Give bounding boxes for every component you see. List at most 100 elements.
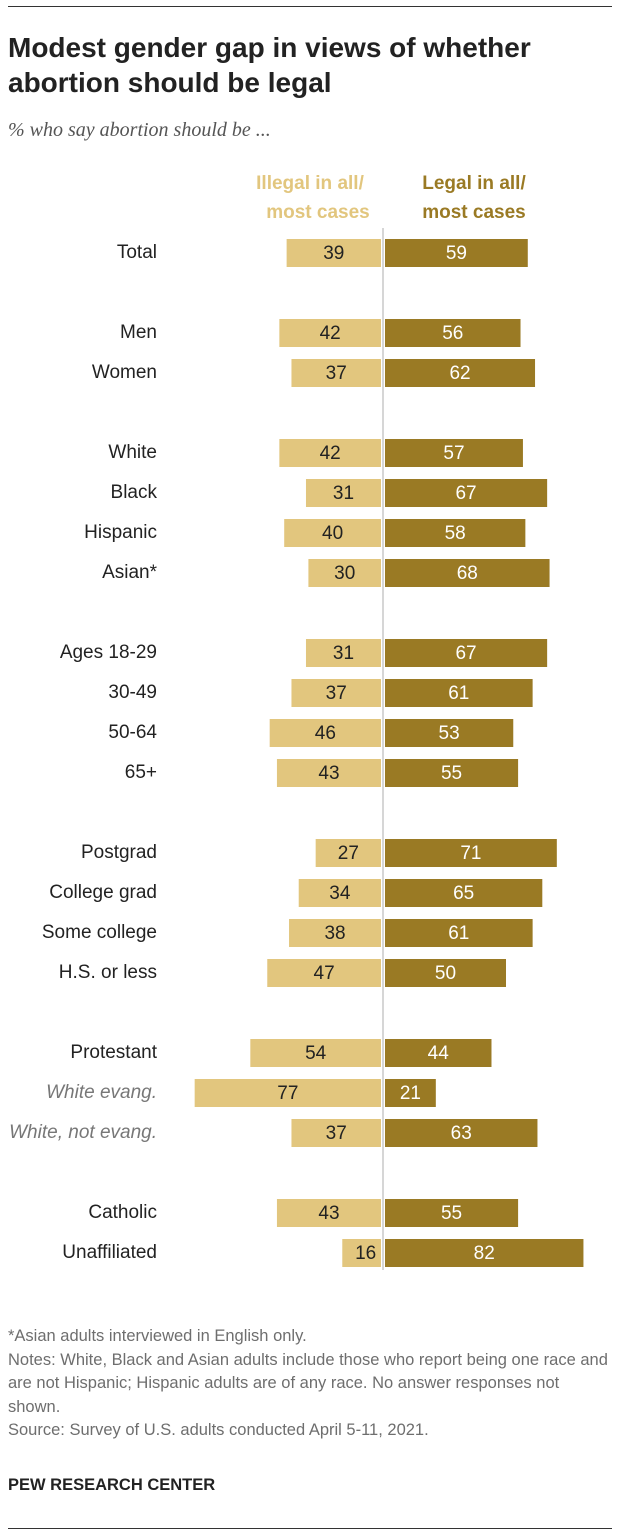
row-label-30-49: 30-49 — [108, 682, 157, 703]
bar-illegal-white-evang — [194, 1079, 381, 1107]
value-illegal-catholic: 43 — [318, 1203, 339, 1224]
bar-legal-total — [385, 239, 528, 267]
value-illegal-women: 37 — [326, 363, 347, 384]
row-label-65: 65+ — [125, 762, 157, 783]
value-illegal-30-49: 37 — [326, 683, 347, 704]
legend-legal-line2: most cases — [422, 202, 526, 223]
value-illegal-black: 31 — [333, 483, 354, 504]
value-legal-unaffiliated: 82 — [474, 1243, 495, 1264]
value-illegal-men: 42 — [320, 323, 341, 344]
bar-legal-h-s-or-less — [385, 959, 506, 987]
value-illegal-white-evang: 77 — [277, 1083, 298, 1104]
bar-legal-asian — [385, 559, 550, 587]
value-legal-hispanic: 58 — [445, 523, 466, 544]
value-illegal-unaffiliated: 16 — [355, 1243, 376, 1264]
bar-legal-protestant — [385, 1039, 492, 1067]
bar-illegal-white-not-evang — [291, 1119, 381, 1147]
row-label-white: White — [108, 442, 157, 463]
bar-illegal-h-s-or-less — [267, 959, 381, 987]
bar-legal-ages-18-29 — [385, 639, 548, 667]
row-label-postgrad: Postgrad — [81, 842, 157, 863]
diverging-bar-chart: Illegal in all/ most cases Legal in all/… — [9, 173, 584, 1270]
row-label-catholic: Catholic — [88, 1202, 157, 1223]
bar-illegal-30-49 — [291, 679, 381, 707]
value-legal-white-evang: 21 — [400, 1083, 421, 1104]
bar-illegal-asian — [308, 559, 381, 587]
bar-illegal-black — [305, 479, 381, 507]
bar-illegal-total — [286, 239, 381, 267]
bar-legal-white-evang — [385, 1079, 436, 1107]
value-legal-women: 62 — [449, 363, 470, 384]
bar-illegal-college-grad — [298, 879, 381, 907]
bar-legal-30-49 — [385, 679, 533, 707]
legend-illegal-line2: most cases — [266, 202, 370, 223]
value-legal-ages-18-29: 67 — [455, 643, 476, 664]
value-legal-catholic: 55 — [441, 1203, 462, 1224]
row-label-total: Total — [117, 242, 157, 263]
value-legal-asian: 68 — [457, 563, 478, 584]
bar-illegal-65 — [276, 759, 381, 787]
chart-subtitle: % who say abortion should be ... — [8, 119, 271, 141]
value-legal-total: 59 — [446, 243, 467, 264]
row-label-men: Men — [120, 322, 157, 343]
bar-illegal-postgrad — [315, 839, 381, 867]
bar-illegal-ages-18-29 — [305, 639, 381, 667]
value-legal-white-not-evang: 63 — [451, 1123, 472, 1144]
bar-legal-65 — [385, 759, 519, 787]
row-label-some-college: Some college — [42, 922, 157, 943]
row-label-unaffiliated: Unaffiliated — [62, 1242, 157, 1263]
bar-legal-hispanic — [385, 519, 526, 547]
value-legal-men: 56 — [442, 323, 463, 344]
row-label-black: Black — [111, 482, 158, 503]
bar-illegal-catholic — [276, 1199, 381, 1227]
row-label-college-grad: College grad — [49, 882, 157, 903]
footnote: *Asian adults interviewed in English onl… — [8, 1327, 307, 1345]
bar-illegal-women — [291, 359, 381, 387]
bar-illegal-protestant — [250, 1039, 381, 1067]
chart-title: Modest gender gap in views of whether ab… — [8, 32, 531, 98]
value-illegal-50-64: 46 — [315, 723, 336, 744]
value-legal-black: 67 — [455, 483, 476, 504]
notes-block: *Asian adults interviewed in English onl… — [8, 1325, 614, 1443]
row-label-hispanic: Hispanic — [84, 522, 157, 543]
legend-illegal-line1: Illegal in all/ — [256, 173, 364, 194]
row-label-white-not-evang: White, not evang. — [9, 1122, 157, 1143]
value-legal-white: 57 — [443, 443, 464, 464]
value-legal-h-s-or-less: 50 — [435, 963, 456, 984]
value-illegal-some-college: 38 — [324, 923, 345, 944]
value-illegal-postgrad: 27 — [338, 843, 359, 864]
bar-illegal-white — [279, 439, 381, 467]
value-legal-50-64: 53 — [439, 723, 460, 744]
value-illegal-white: 42 — [320, 443, 341, 464]
bar-legal-some-college — [385, 919, 533, 947]
row-label-white-evang: White evang. — [46, 1082, 157, 1103]
bar-illegal-some-college — [289, 919, 381, 947]
value-legal-protestant: 44 — [428, 1043, 450, 1064]
bar-illegal-men — [279, 319, 381, 347]
value-illegal-protestant: 54 — [305, 1043, 327, 1064]
value-illegal-asian: 30 — [334, 563, 355, 584]
value-illegal-ages-18-29: 31 — [333, 643, 354, 664]
value-legal-college-grad: 65 — [453, 883, 474, 904]
bar-legal-catholic — [385, 1199, 519, 1227]
value-legal-65: 55 — [441, 763, 462, 784]
bar-illegal-unaffiliated — [342, 1239, 381, 1267]
chart-rows: Total 39 59 Men 42 56 Women 37 62 White 42 57 Black 3… — [9, 239, 584, 1267]
bar-legal-college-grad — [385, 879, 543, 907]
value-illegal-total: 39 — [323, 243, 344, 264]
bar-legal-postgrad — [385, 839, 557, 867]
row-label-protestant: Protestant — [70, 1042, 157, 1063]
bar-illegal-hispanic — [284, 519, 381, 547]
row-label-women: Women — [92, 362, 157, 383]
bar-legal-white — [385, 439, 523, 467]
value-illegal-65: 43 — [318, 763, 339, 784]
value-illegal-h-s-or-less: 47 — [314, 963, 335, 984]
bar-legal-white-not-evang — [385, 1119, 538, 1147]
value-legal-30-49: 61 — [448, 683, 469, 704]
bar-legal-women — [385, 359, 536, 387]
bottom-rule — [8, 1528, 612, 1529]
source-text: Source: Survey of U.S. adults conducted … — [8, 1421, 429, 1439]
bar-legal-unaffiliated — [385, 1239, 584, 1267]
bar-illegal-50-64 — [269, 719, 381, 747]
bar-legal-50-64 — [385, 719, 514, 747]
